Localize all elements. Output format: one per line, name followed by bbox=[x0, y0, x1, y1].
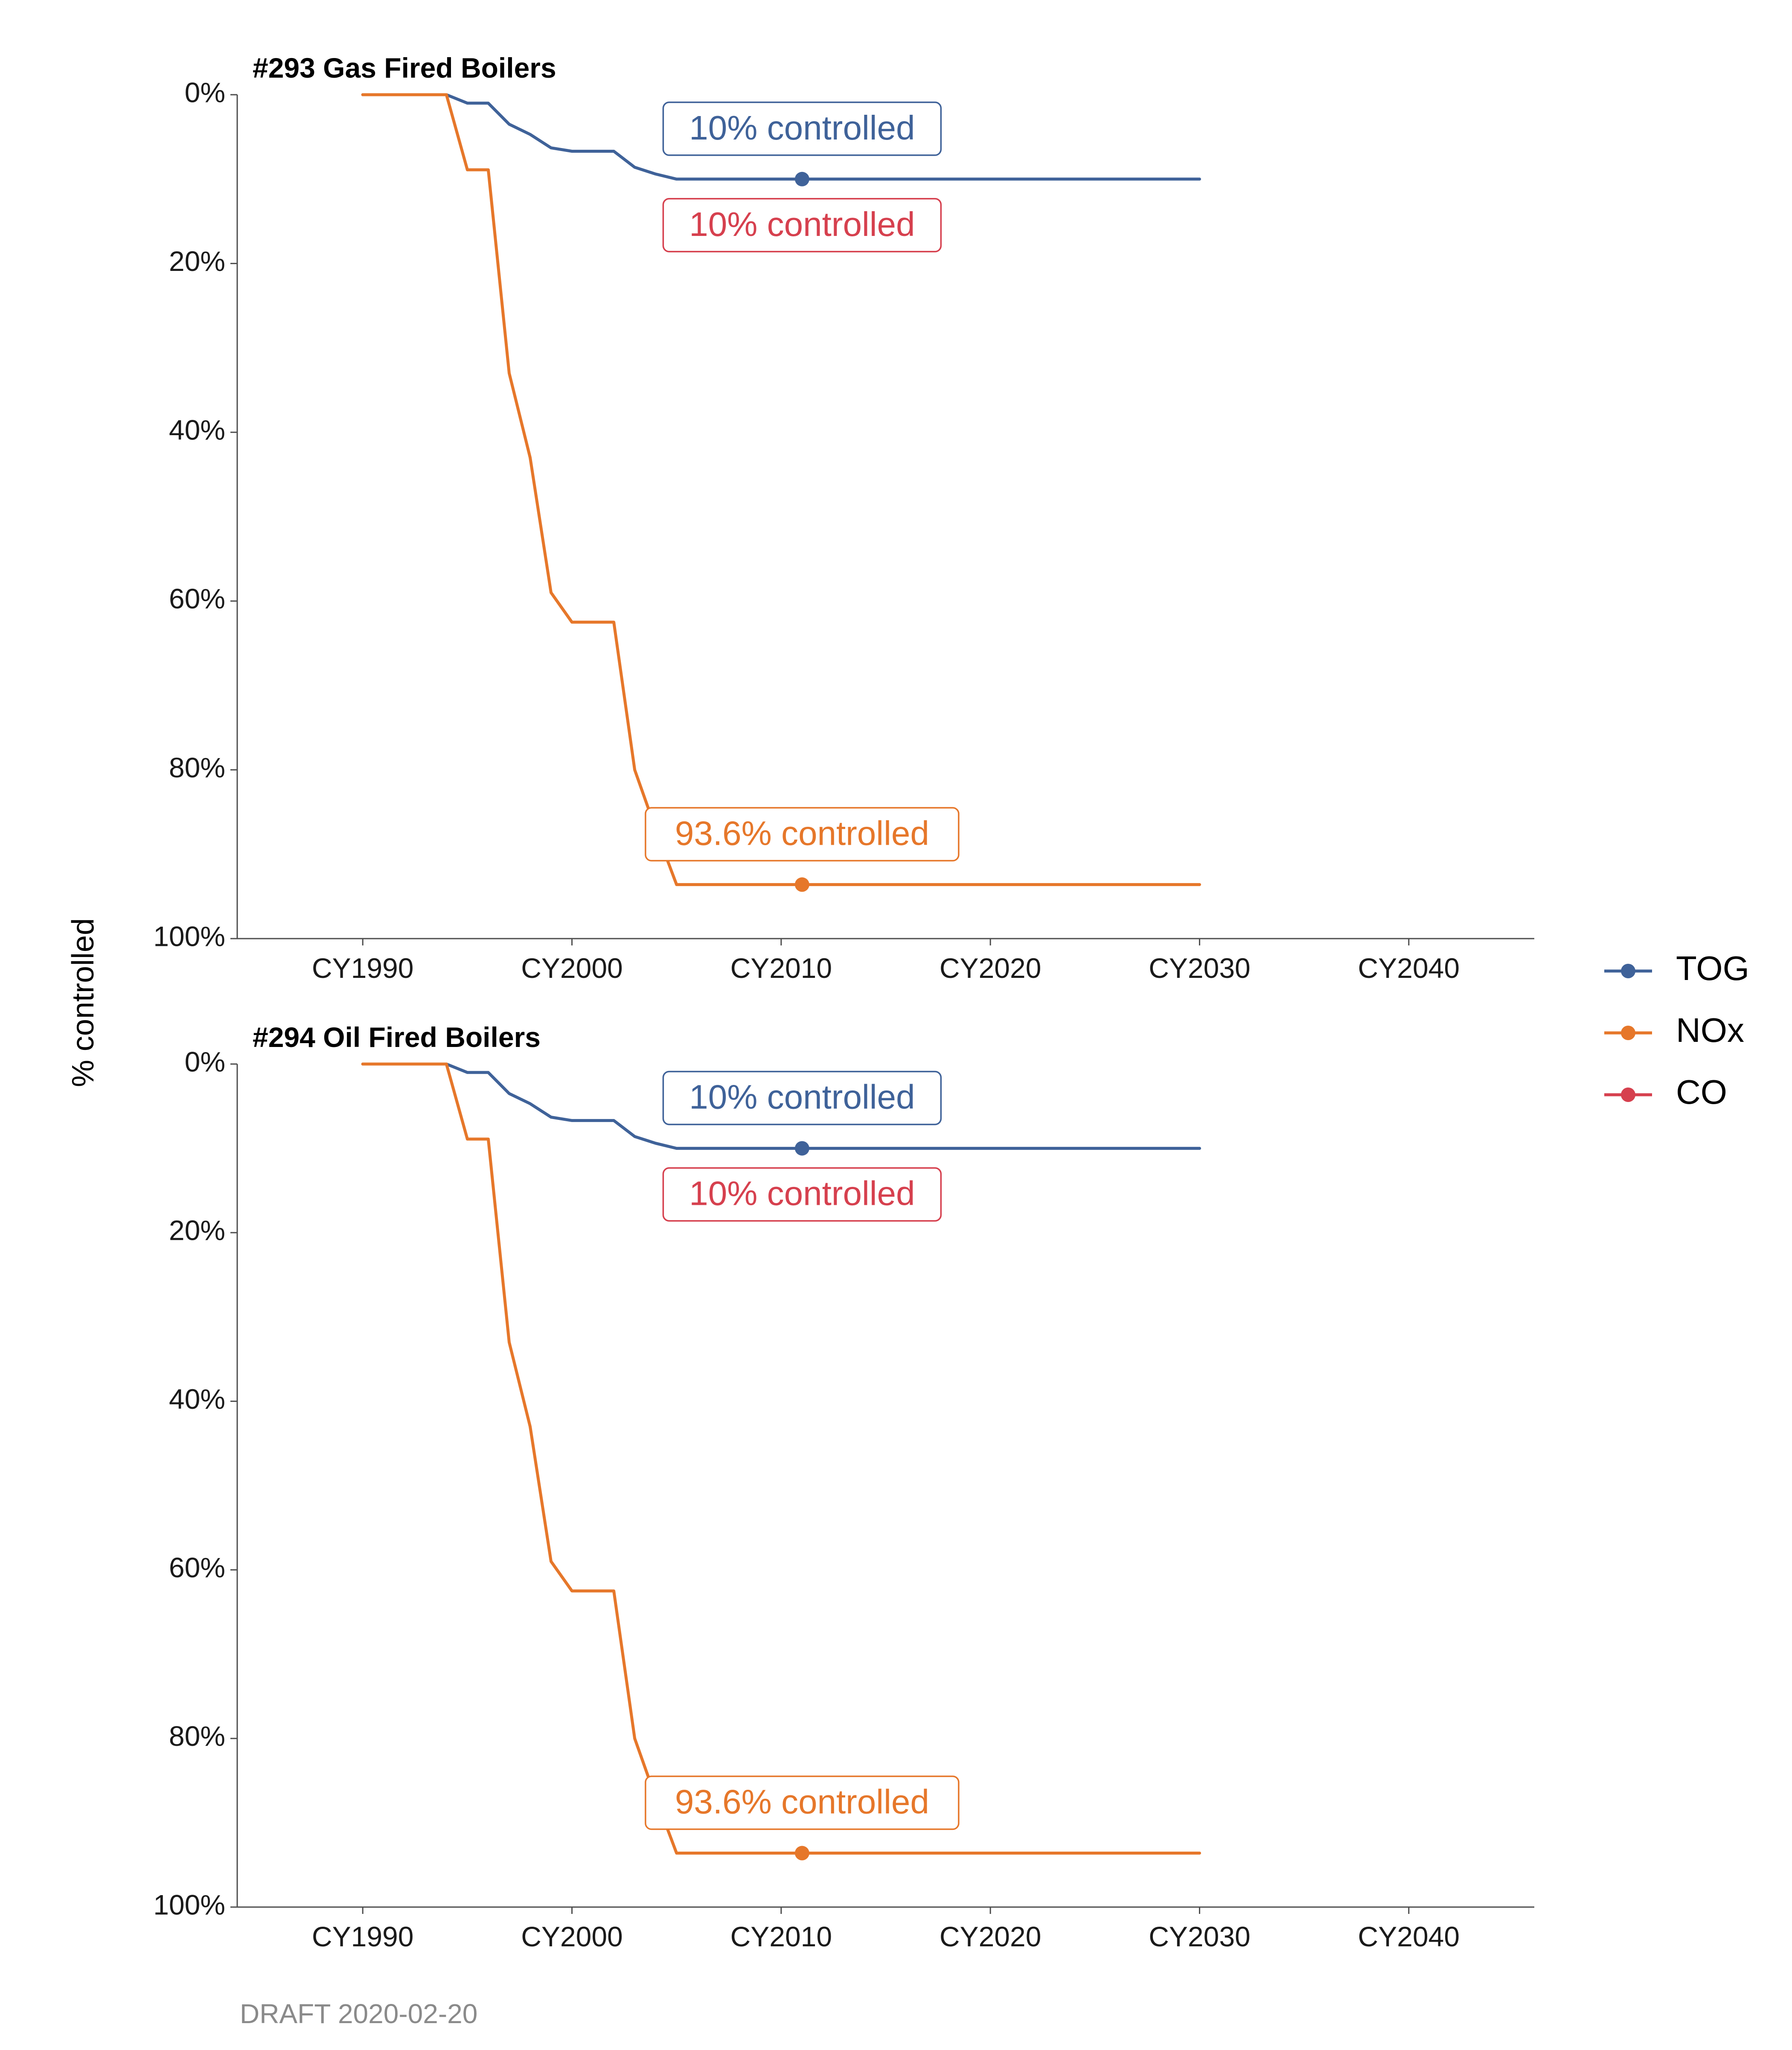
y-axis-title: % controlled bbox=[66, 918, 100, 1087]
x-tick-label: CY2000 bbox=[521, 952, 623, 984]
y-tick-label: 60% bbox=[169, 1552, 225, 1583]
series-line-tog bbox=[361, 1062, 1201, 1150]
annotation-box bbox=[662, 102, 942, 156]
annotation-label: 10% controlled bbox=[662, 102, 942, 156]
legend-key-marker bbox=[1621, 964, 1635, 978]
chart-panel-2: #294 Oil Fired Boilers 0% 20% 40% 60% 80% 100%… bbox=[153, 1021, 1534, 1952]
x-tick-label: CY2040 bbox=[1358, 1921, 1460, 1952]
x-tick-label: CY1990 bbox=[312, 1921, 414, 1952]
point-marker-nox bbox=[794, 877, 809, 892]
y-tick-label: 0% bbox=[185, 1046, 225, 1077]
x-tick-label: CY2030 bbox=[1149, 1921, 1251, 1952]
y-tick-label: 20% bbox=[169, 245, 225, 277]
point-marker-tog bbox=[794, 1141, 809, 1156]
panel-title: #294 Oil Fired Boilers bbox=[253, 1021, 541, 1053]
y-tick-label: 20% bbox=[169, 1215, 225, 1246]
y-tick-label: 80% bbox=[169, 1720, 225, 1752]
x-tick-label: CY2010 bbox=[730, 1921, 832, 1952]
legend-item-tog: TOG bbox=[1604, 949, 1749, 987]
annotation-box bbox=[662, 1167, 942, 1222]
series-line-tog bbox=[361, 93, 1201, 181]
annotation-box bbox=[645, 1775, 960, 1830]
panels-layer: #293 Gas Fired Boilers 0% 20% 40% 60% 80% 100%… bbox=[153, 52, 1534, 1952]
annotation-box bbox=[645, 807, 960, 862]
x-tick-label: CY1990 bbox=[312, 952, 414, 984]
x-tick-label: CY2020 bbox=[940, 952, 1041, 984]
y-tick-label: 60% bbox=[169, 583, 225, 614]
x-tick-label: CY2010 bbox=[730, 952, 832, 984]
legend-label: TOG bbox=[1676, 949, 1749, 987]
series-line-nox bbox=[361, 93, 1201, 886]
annotation-label: 93.6% controlled bbox=[645, 807, 960, 862]
y-tick-label: 40% bbox=[169, 414, 225, 446]
annotation-label: 10% controlled bbox=[662, 198, 942, 253]
x-tick-label: CY2000 bbox=[521, 1921, 623, 1952]
point-marker-tog bbox=[794, 172, 809, 186]
legend: TOG NOx CO bbox=[1604, 949, 1749, 1111]
annotation-text: 10% controlled bbox=[689, 109, 915, 147]
annotation-text: 93.6% controlled bbox=[675, 814, 929, 852]
annotation-box bbox=[662, 1070, 942, 1125]
y-tick-label: 40% bbox=[169, 1383, 225, 1415]
annotation-label: 93.6% controlled bbox=[645, 1775, 960, 1830]
panel-title: #293 Gas Fired Boilers bbox=[253, 52, 556, 84]
draft-caption: DRAFT 2020-02-20 bbox=[240, 1998, 477, 2029]
annotation-box bbox=[662, 198, 942, 253]
y-tick-label: 0% bbox=[185, 76, 225, 108]
annotation-text: 10% controlled bbox=[689, 205, 915, 243]
annotation-text: 10% controlled bbox=[689, 1078, 915, 1116]
point-marker-nox bbox=[794, 1846, 809, 1861]
legend-key-marker bbox=[1621, 1088, 1635, 1102]
legend-label: NOx bbox=[1676, 1011, 1744, 1049]
x-tick-label: CY2040 bbox=[1358, 952, 1460, 984]
legend-key-marker bbox=[1621, 1026, 1635, 1040]
legend-item-nox: NOx bbox=[1604, 1011, 1744, 1049]
y-tick-label: 80% bbox=[169, 752, 225, 783]
y-tick-label: 100% bbox=[153, 1889, 225, 1920]
annotation-label: 10% controlled bbox=[662, 1070, 942, 1125]
y-tick-label: 100% bbox=[153, 920, 225, 952]
x-tick-label: CY2030 bbox=[1149, 952, 1251, 984]
annotation-label: 10% controlled bbox=[662, 1167, 942, 1222]
annotation-text: 93.6% controlled bbox=[675, 1783, 929, 1821]
annotation-text: 10% controlled bbox=[689, 1175, 915, 1213]
chart-panel-1: #293 Gas Fired Boilers 0% 20% 40% 60% 80% 100%… bbox=[153, 52, 1534, 984]
legend-label: CO bbox=[1676, 1073, 1727, 1111]
legend-item-co: CO bbox=[1604, 1073, 1727, 1111]
x-tick-label: CY2020 bbox=[940, 1921, 1041, 1952]
series-line-nox bbox=[361, 1062, 1201, 1855]
